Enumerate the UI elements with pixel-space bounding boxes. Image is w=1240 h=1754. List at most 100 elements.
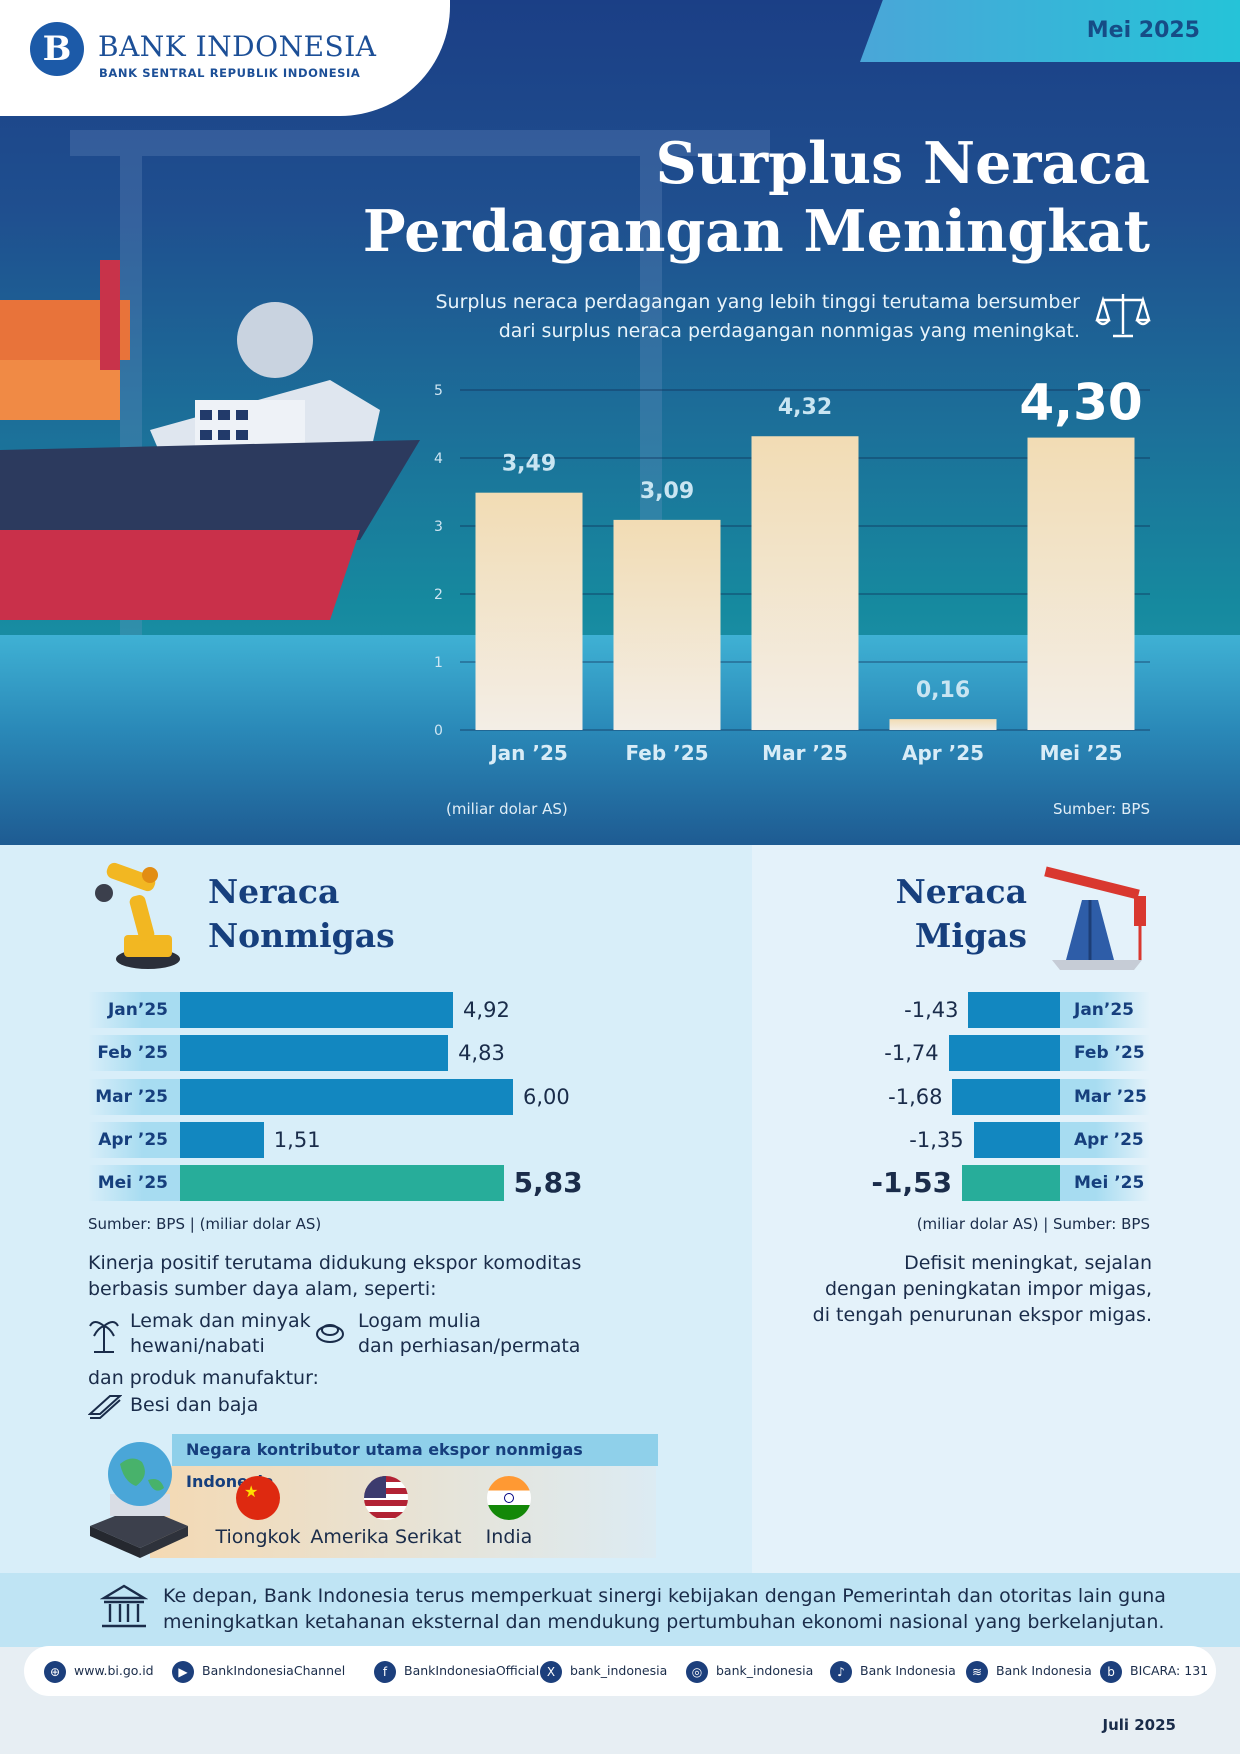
- migas-description: Defisit meningkat, sejalan dengan pening…: [813, 1250, 1152, 1328]
- bar-category-label: Jan’25: [88, 992, 180, 1028]
- y-tick-label: 5: [434, 383, 443, 399]
- migas-title: Neraca Migas: [896, 870, 1027, 958]
- chart-unit-note: (miliar dolar AS): [446, 800, 568, 818]
- bar-value-label: 3,49: [502, 452, 556, 477]
- globe-icon: ⊕: [44, 1660, 66, 1683]
- migas-desc-line-2: dengan peningkatan impor migas,: [825, 1278, 1152, 1300]
- category-label: Mei ’25: [1040, 741, 1123, 765]
- bank-name: BANK INDONESIA: [98, 30, 377, 63]
- category-label: Feb ’25: [625, 741, 708, 765]
- india-flag-icon: [487, 1476, 531, 1520]
- bar-value-label: 6,00: [523, 1085, 570, 1109]
- nonmigas-title: Neraca Nonmigas: [208, 870, 395, 958]
- bar: [948, 1035, 1060, 1071]
- footer-statement: Ke depan, Bank Indonesia terus memperkua…: [163, 1583, 1203, 1635]
- y-tick-label: 0: [434, 723, 443, 739]
- nonmigas-source-note: Sumber: BPS | (miliar dolar AS): [88, 1215, 322, 1233]
- edition-date: Mei 2025: [1086, 18, 1200, 43]
- footer-line-2: meningkatkan ketahanan eksternal dan men…: [163, 1611, 1165, 1633]
- tiktok-icon: ♪: [830, 1660, 852, 1683]
- bar-value-label: 1,51: [273, 1128, 321, 1152]
- bar: [962, 1165, 1060, 1201]
- social-link-label: BICARA: 131: [1130, 1663, 1209, 1678]
- bar-category-label: Mei ’25: [1060, 1165, 1150, 1201]
- commodity-item-steel: Besi dan baja: [130, 1394, 259, 1416]
- y-tick-label: 3: [434, 519, 443, 535]
- bar-value-label: -1,74: [884, 1041, 939, 1065]
- nonmigas-description: Kinerja positif terutama didukung ekspor…: [88, 1250, 581, 1302]
- title-line-1: Surplus Neraca: [655, 130, 1151, 197]
- bar: [889, 719, 997, 730]
- country-name-usa: Amerika Serikat: [310, 1526, 462, 1548]
- bar-value-label: 4,83: [458, 1041, 505, 1065]
- manufacturing-label: dan produk manufaktur:: [88, 1367, 319, 1389]
- social-link[interactable]: b BICARA: 131: [1100, 1660, 1208, 1683]
- youtube-icon: ▶: [172, 1660, 194, 1683]
- bank-building-icon: [100, 1584, 148, 1628]
- social-link-label: Bank Indonesia: [860, 1663, 956, 1678]
- bar-category-label: Apr ’25: [1060, 1122, 1150, 1158]
- country-name-india: India: [485, 1526, 533, 1548]
- nonmigas-desc-line-2: berbasis sumber daya alam, seperti:: [88, 1278, 437, 1300]
- bar: [180, 1035, 449, 1071]
- contributor-title: Negara kontributor utama ekspor nonmigas…: [172, 1434, 658, 1491]
- bar-value-label: 4,30: [1019, 374, 1142, 432]
- page-title: Surplus Neraca Perdagangan Meningkat: [363, 130, 1150, 266]
- bar-category-label: Mar ’25: [1060, 1079, 1150, 1115]
- bar-value-label: -1,53: [871, 1166, 953, 1199]
- migas-title-line-1: Neraca: [895, 872, 1027, 911]
- chart-source-note: Sumber: BPS: [1053, 800, 1150, 818]
- balance-scale-icon: [1095, 294, 1151, 338]
- bar: [973, 1122, 1060, 1158]
- bar-category-label: Feb ’25: [1060, 1035, 1150, 1071]
- bar: [180, 1079, 513, 1115]
- social-link[interactable]: ▶ BankIndonesiaChannel: [172, 1660, 345, 1683]
- subtitle: Surplus neraca perdagangan yang lebih ti…: [320, 288, 1081, 346]
- trade-balance-chart: 0 1 2 3 4 5 3,49 Jan ’25 3,09 Feb ’25 4,32 Mar ’25 0…: [434, 374, 1150, 765]
- jewelry-ring-icon: [316, 1324, 344, 1343]
- usa-flag-icon: [364, 1476, 408, 1520]
- bar-value-label: -1,68: [888, 1085, 943, 1109]
- bar: [751, 436, 859, 730]
- migas-title-line-2: Migas: [914, 916, 1027, 955]
- bar-value-label: -1,43: [904, 998, 959, 1022]
- social-link-label: BankIndonesiaChannel: [202, 1663, 346, 1678]
- bar-value-label: 0,16: [916, 678, 970, 703]
- social-link[interactable]: ♪ Bank Indonesia: [830, 1660, 956, 1683]
- instagram-icon: ◎: [686, 1660, 708, 1683]
- bar: [180, 992, 454, 1028]
- migas-panel: [752, 845, 1240, 1573]
- facebook-icon: f: [374, 1660, 396, 1683]
- bar: [952, 1079, 1060, 1115]
- bar-category-label: Apr ’25: [88, 1122, 180, 1158]
- social-link[interactable]: ⊕ www.bi.go.id: [44, 1660, 154, 1683]
- subtitle-line-1: Surplus neraca perdagangan yang lebih ti…: [435, 291, 1081, 313]
- social-link[interactable]: ≋ Bank Indonesia: [966, 1660, 1092, 1683]
- commodity-oil-line-1: Lemak dan minyak: [130, 1310, 311, 1332]
- category-label: Jan ’25: [488, 741, 568, 765]
- contributor-strip: [150, 1466, 656, 1558]
- bar-category-label: Mei ’25: [88, 1165, 180, 1201]
- palm-tree-icon: [89, 1321, 119, 1353]
- social-link[interactable]: ◎ bank_indonesia: [686, 1660, 813, 1683]
- issue-date: Juli 2025: [1102, 1716, 1176, 1734]
- country-name-china: Tiongkok: [215, 1526, 301, 1548]
- commodity-item-oil: Lemak dan minyak hewani/nabati: [130, 1309, 311, 1359]
- commodity-gold-line-1: Logam mulia: [358, 1310, 481, 1332]
- date-tab: [860, 0, 1240, 62]
- y-tick-label: 1: [434, 655, 443, 671]
- social-link-label: Bank Indonesia: [996, 1663, 1092, 1678]
- commodity-gold-line-2: dan perhiasan/permata: [358, 1335, 581, 1357]
- social-link[interactable]: f BankIndonesiaOfficial: [374, 1660, 539, 1683]
- bar: [968, 992, 1060, 1028]
- steel-beam-icon: [88, 1395, 122, 1419]
- social-link-label: bank_indonesia: [716, 1663, 814, 1678]
- bar-value-label: 4,32: [778, 395, 832, 420]
- social-link-label: bank_indonesia: [570, 1663, 668, 1678]
- bar: [1027, 437, 1135, 730]
- cargo-ship-illustration: [0, 260, 420, 620]
- bar-value-label: 5,83: [513, 1166, 583, 1199]
- hero-section: [0, 0, 1240, 845]
- china-flag-icon: ★: [236, 1476, 280, 1520]
